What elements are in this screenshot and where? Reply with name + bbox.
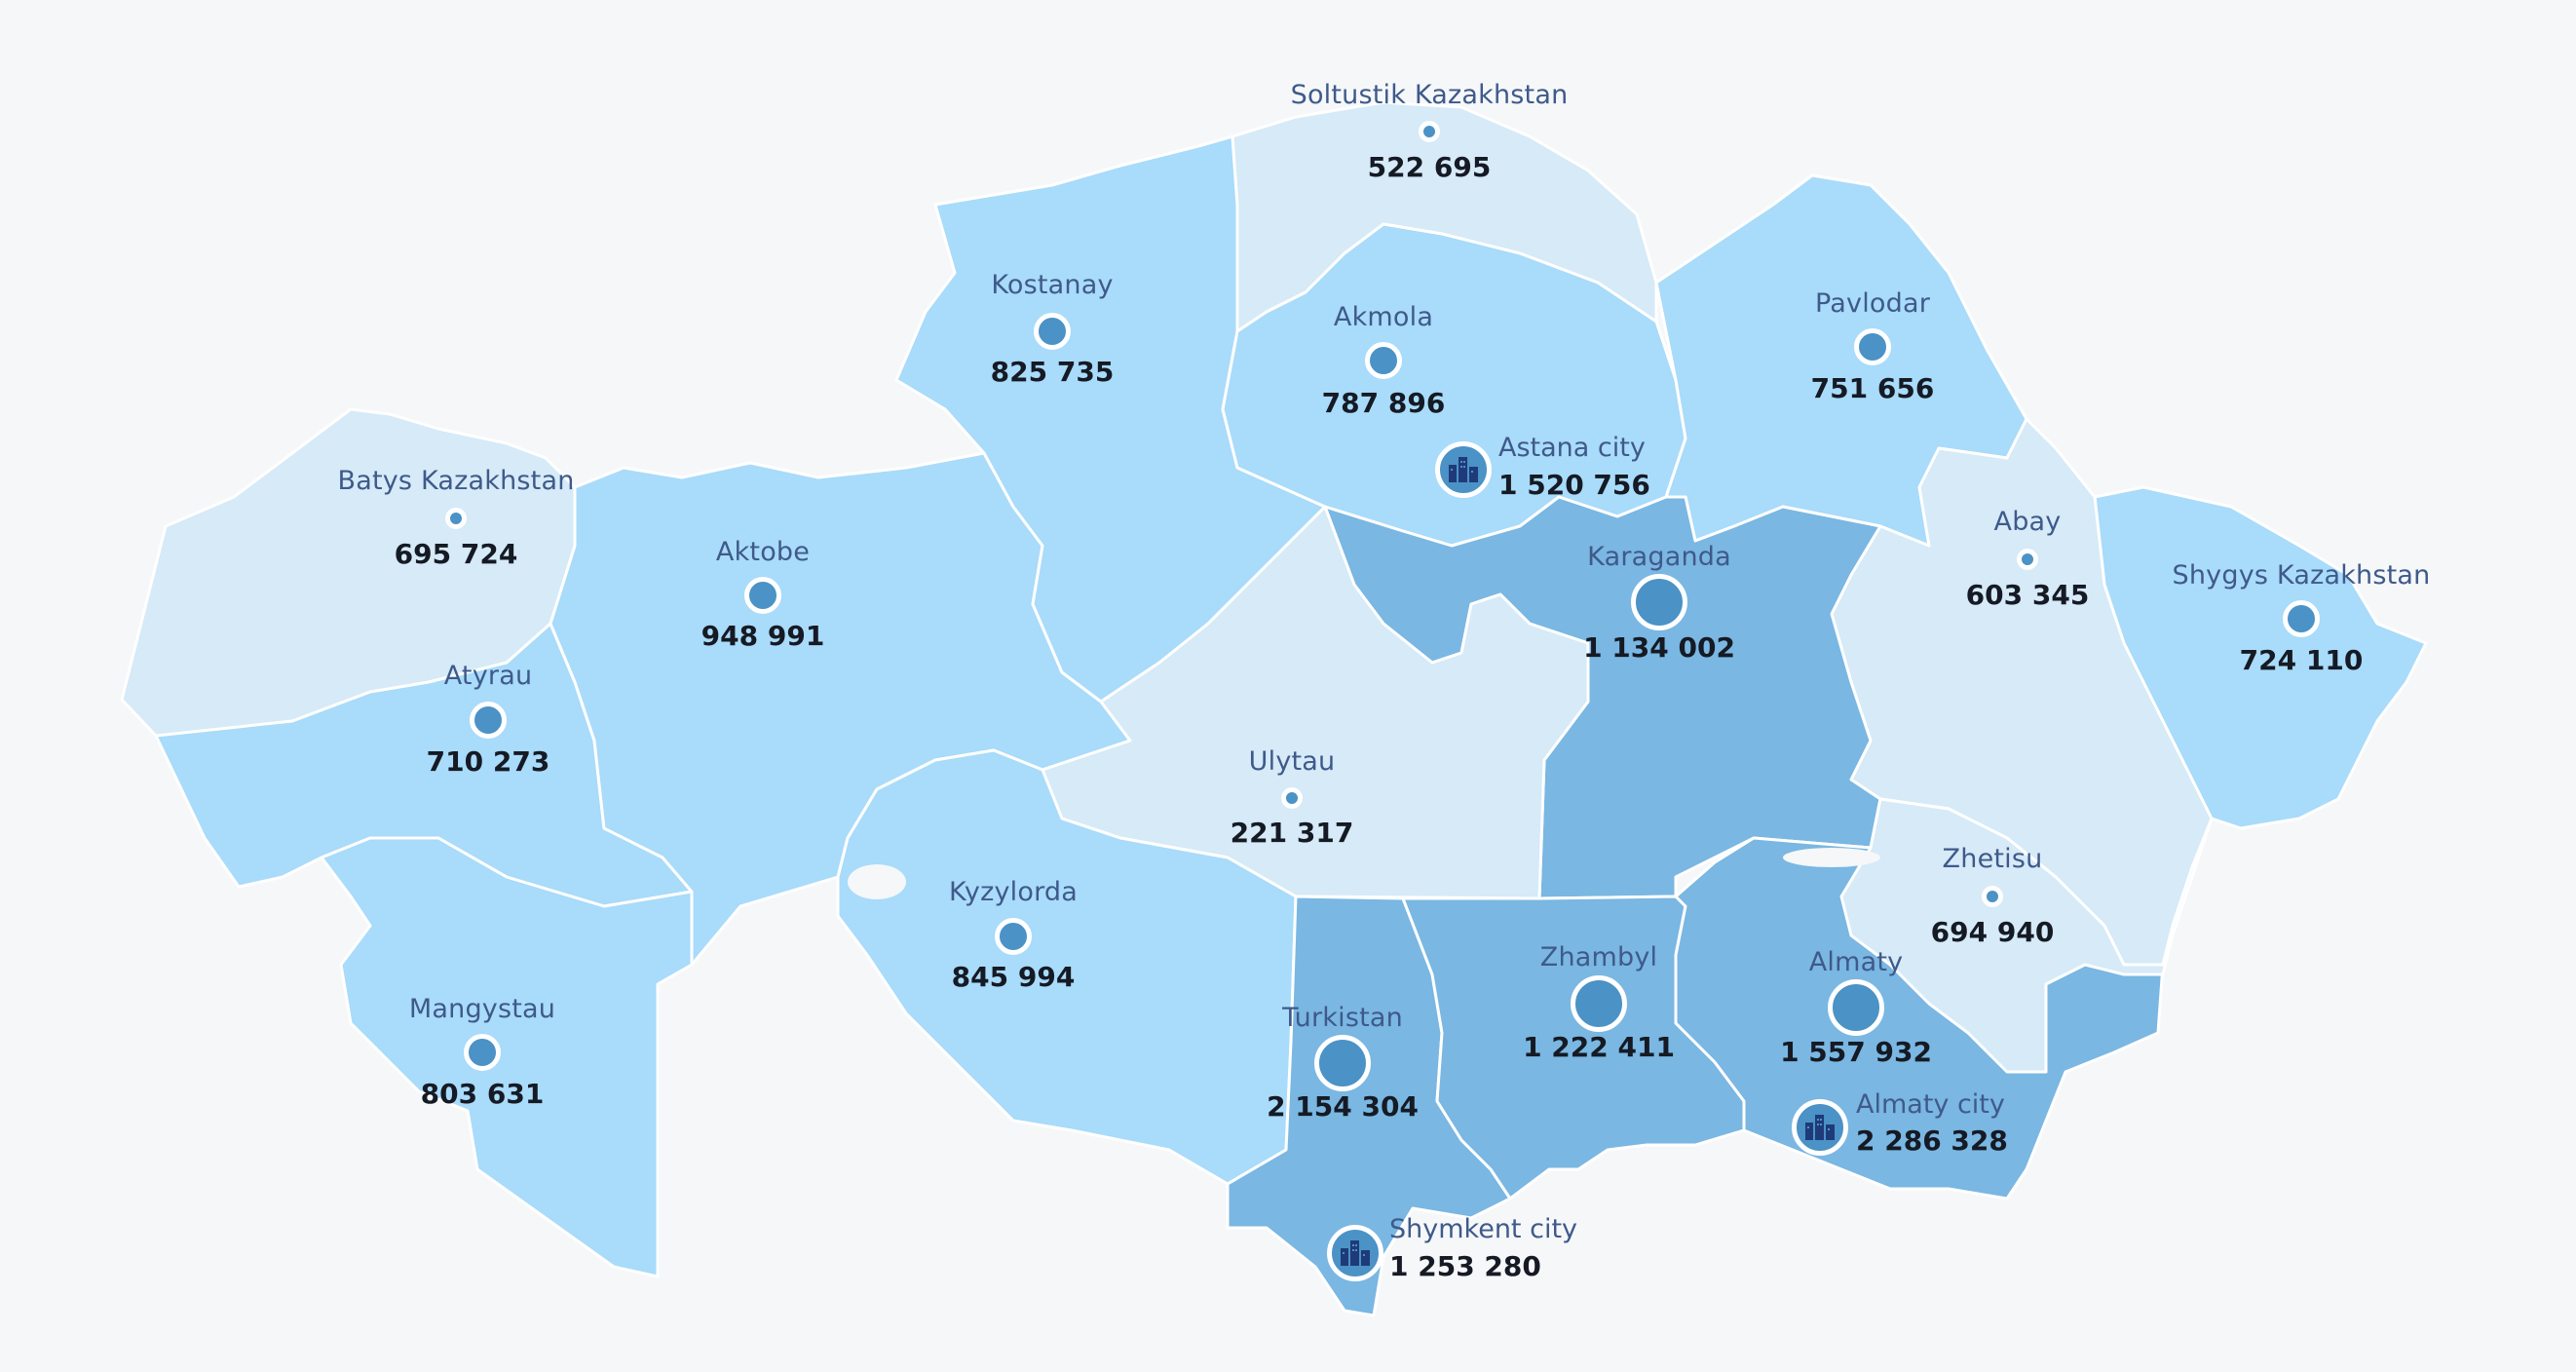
region-name-akmola: Akmola (1333, 302, 1434, 332)
marker-soltustik-kazakhstan[interactable] (1419, 121, 1440, 142)
region-population-turkistan: 2 154 304 (1267, 1090, 1419, 1123)
region-name-ulytau: Ulytau (1248, 746, 1336, 777)
region-population-almaty: 1 557 932 (1780, 1036, 1932, 1068)
city-population-almaty-city: 2 286 328 (1856, 1124, 2008, 1157)
marker-akmola[interactable] (1365, 342, 1402, 379)
region-name-kostanay: Kostanay (991, 270, 1114, 300)
region-name-aktobe: Aktobe (715, 537, 811, 567)
city-buildings-icon (1341, 1240, 1370, 1266)
region-name-zhambyl: Zhambyl (1539, 942, 1658, 972)
region-name-almaty: Almaty (1808, 947, 1904, 977)
marker-abay[interactable] (2017, 549, 2038, 570)
marker-shygys-kazakhstan[interactable] (2283, 600, 2320, 637)
region-name-soltustik-kazakhstan: Soltustik Kazakhstan (1290, 80, 1569, 110)
region-population-zhetisu: 694 940 (1930, 916, 2055, 948)
region-population-zhambyl: 1 222 411 (1523, 1031, 1675, 1063)
region-name-zhetisu: Zhetisu (1942, 844, 2043, 874)
marker-batys-kazakhstan[interactable] (445, 508, 467, 529)
region-name-abay: Abay (1993, 507, 2062, 537)
region-name-batys-kazakhstan: Batys Kazakhstan (337, 466, 575, 496)
city-badge-shymkent[interactable] (1327, 1225, 1383, 1281)
marker-mangystau[interactable] (464, 1034, 501, 1071)
city-name-shymkent: Shymkent city (1389, 1214, 1578, 1244)
marker-zhetisu[interactable] (1982, 886, 2003, 907)
region-population-abay: 603 345 (1965, 579, 2090, 611)
region-population-karaganda: 1 134 002 (1583, 631, 1735, 664)
region-population-atyrau: 710 273 (426, 745, 550, 778)
marker-zhambyl[interactable] (1571, 975, 1627, 1032)
marker-kyzylorda[interactable] (995, 918, 1032, 955)
marker-kostanay[interactable] (1034, 313, 1071, 350)
region-name-shygys-kazakhstan: Shygys Kazakhstan (2172, 560, 2431, 591)
region-population-aktobe: 948 991 (701, 620, 825, 652)
marker-aktobe[interactable] (744, 577, 781, 614)
region-name-karaganda: Karaganda (1587, 542, 1731, 572)
region-area-mangystau[interactable] (320, 836, 694, 1278)
marker-pavlodar[interactable] (1854, 328, 1891, 365)
marker-karaganda[interactable] (1631, 574, 1687, 630)
city-badge-almaty-city[interactable] (1792, 1099, 1848, 1156)
city-name-almaty-city: Almaty city (1856, 1089, 2005, 1120)
aral-sea-lake (848, 864, 906, 899)
region-population-mangystau: 803 631 (420, 1078, 545, 1110)
region-name-turkistan: Turkistan (1282, 1003, 1403, 1033)
marker-turkistan[interactable] (1314, 1035, 1371, 1091)
region-population-soltustik-kazakhstan: 522 695 (1367, 151, 1492, 183)
region-population-ulytau: 221 317 (1230, 817, 1354, 849)
region-population-kostanay: 825 735 (990, 356, 1115, 388)
region-population-akmola: 787 896 (1321, 387, 1446, 419)
city-badge-astana[interactable] (1435, 441, 1492, 498)
region-name-atyrau: Atyrau (443, 661, 533, 691)
balkhash-lake (1783, 848, 1880, 867)
marker-ulytau[interactable] (1281, 787, 1303, 809)
city-buildings-icon (1449, 457, 1478, 482)
region-name-pavlodar: Pavlodar (1815, 288, 1930, 319)
region-name-mangystau: Mangystau (408, 994, 556, 1024)
region-population-batys-kazakhstan: 695 724 (394, 538, 518, 570)
region-area-zhetisu[interactable] (1839, 797, 2214, 1074)
region-population-kyzylorda: 845 994 (951, 961, 1076, 993)
region-population-pavlodar: 751 656 (1810, 372, 1935, 404)
city-population-shymkent: 1 253 280 (1389, 1250, 1541, 1282)
region-population-shygys-kazakhstan: 724 110 (2239, 644, 2364, 676)
city-buildings-icon (1805, 1115, 1835, 1140)
marker-atyrau[interactable] (470, 702, 507, 739)
marker-almaty[interactable] (1828, 979, 1884, 1036)
city-population-astana: 1 520 756 (1498, 469, 1650, 501)
city-name-astana: Astana city (1498, 433, 1646, 463)
region-name-kyzylorda: Kyzylorda (948, 877, 1079, 907)
